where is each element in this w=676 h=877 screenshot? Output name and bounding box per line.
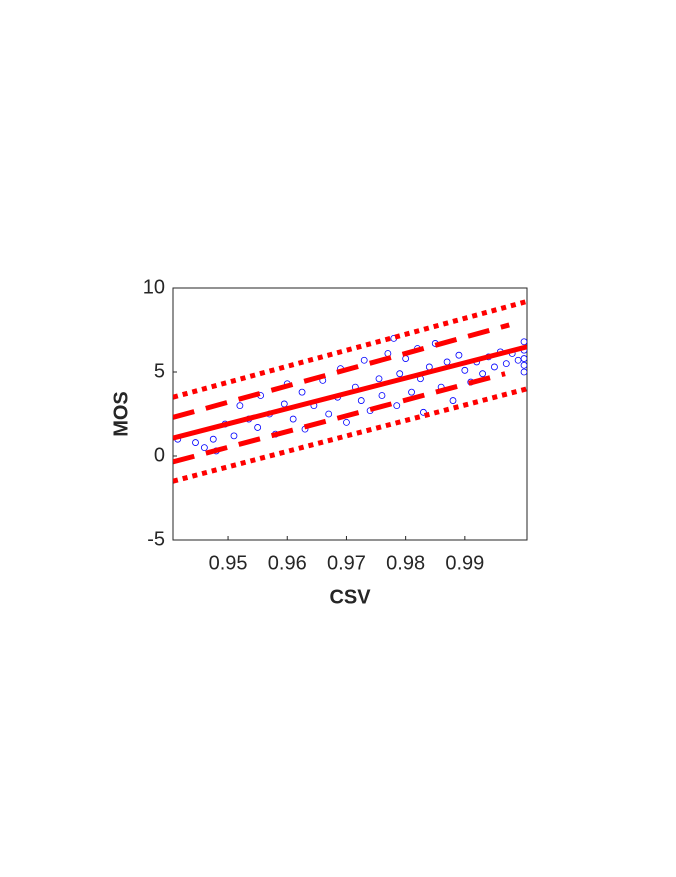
point [230,432,238,440]
y-tick-label: -5 [147,528,165,550]
point [520,338,527,346]
point [254,424,262,431]
fit-line [173,299,527,400]
point [378,392,386,399]
y-axis-label: MOS [110,391,132,437]
x-axis-label: CSV [329,586,371,608]
point [520,368,527,376]
point [449,397,457,404]
point [455,351,463,359]
y-tick-label: 0 [154,444,165,466]
point [200,444,208,452]
point [357,397,365,404]
y-tick-label: 10 [143,276,165,298]
x-tick-label: 0.98 [386,552,425,574]
point [520,355,527,362]
x-tick-label: 0.95 [209,552,248,574]
point [343,418,350,426]
point [360,356,368,364]
point [325,410,333,418]
point [298,388,306,396]
point [289,415,297,423]
point [520,361,527,369]
point [192,439,199,446]
point [393,402,401,410]
y-tick-label: 5 [154,360,165,382]
x-tick-label: 0.99 [445,552,484,574]
point [209,435,217,443]
point [502,360,510,368]
point [491,363,498,371]
point [479,370,487,378]
x-tick-label: 0.97 [327,552,366,574]
point [420,408,427,416]
plot-content [173,299,527,484]
x-tick-label: 0.96 [268,552,307,574]
point [236,402,244,410]
point [461,366,469,374]
fit-line [173,344,527,441]
fit-line [173,386,527,484]
point [396,370,404,378]
point [408,388,415,396]
fit-line [173,322,510,420]
fit-line [173,371,506,465]
point [375,375,383,383]
